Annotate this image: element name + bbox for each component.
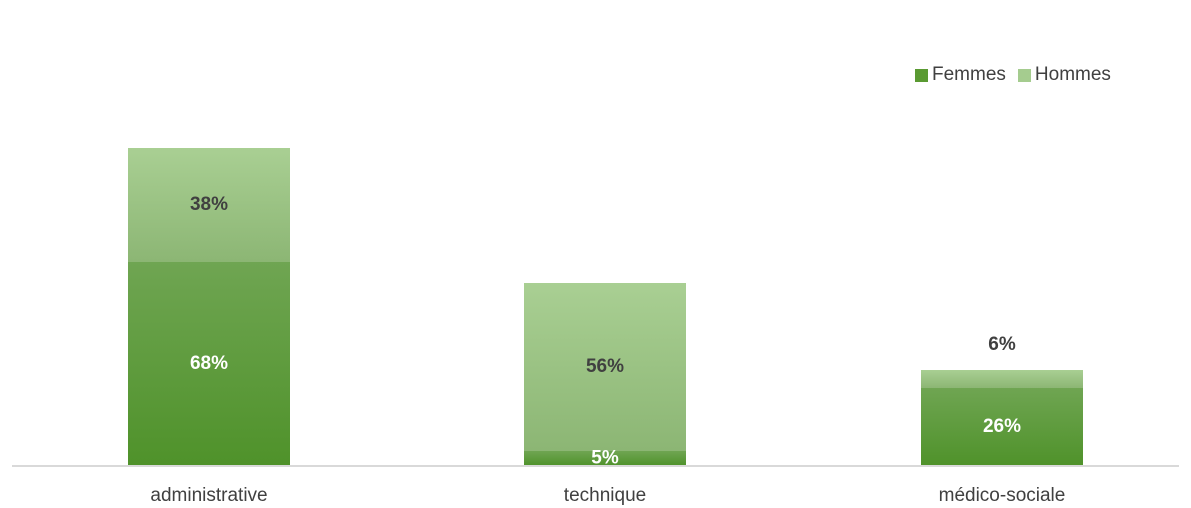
bar-femmes-technique <box>524 451 686 466</box>
data-label-hommes-medico-sociale: 6% <box>988 334 1016 355</box>
legend-swatch-hommes <box>1017 68 1031 82</box>
bar-hommes-administrative <box>128 148 290 262</box>
bar-femmes-administrative <box>128 262 290 466</box>
labels-layer: 68% 38% 5% 56% 26% 6% <box>190 194 1021 469</box>
data-label-femmes-medico-sociale: 26% <box>983 416 1021 437</box>
category-label-administrative: administrative <box>150 485 267 506</box>
legend-label-hommes: Hommes <box>1034 64 1111 85</box>
data-label-hommes-technique: 56% <box>586 356 624 377</box>
category-label-medico-sociale: médico-sociale <box>939 485 1066 506</box>
data-label-femmes-administrative: 68% <box>190 353 228 374</box>
bar-femmes-medico-sociale <box>921 388 1083 466</box>
legend-item-femmes: Femmes <box>915 64 1006 86</box>
legend-swatch-femmes <box>915 68 928 82</box>
bar-hommes-medico-sociale <box>921 370 1083 388</box>
legend: Femmes Hommes <box>915 64 1123 86</box>
category-label-technique: technique <box>564 485 646 506</box>
bars-layer <box>128 148 1083 466</box>
bar-hommes-technique <box>524 283 686 451</box>
data-label-femmes-technique: 5% <box>591 448 619 469</box>
legend-item-hommes: Hommes <box>1017 64 1111 86</box>
data-label-hommes-administrative: 38% <box>190 194 228 215</box>
category-labels-layer: administrative technique médico-sociale <box>150 485 1065 506</box>
legend-label-femmes: Femmes <box>932 64 1006 85</box>
